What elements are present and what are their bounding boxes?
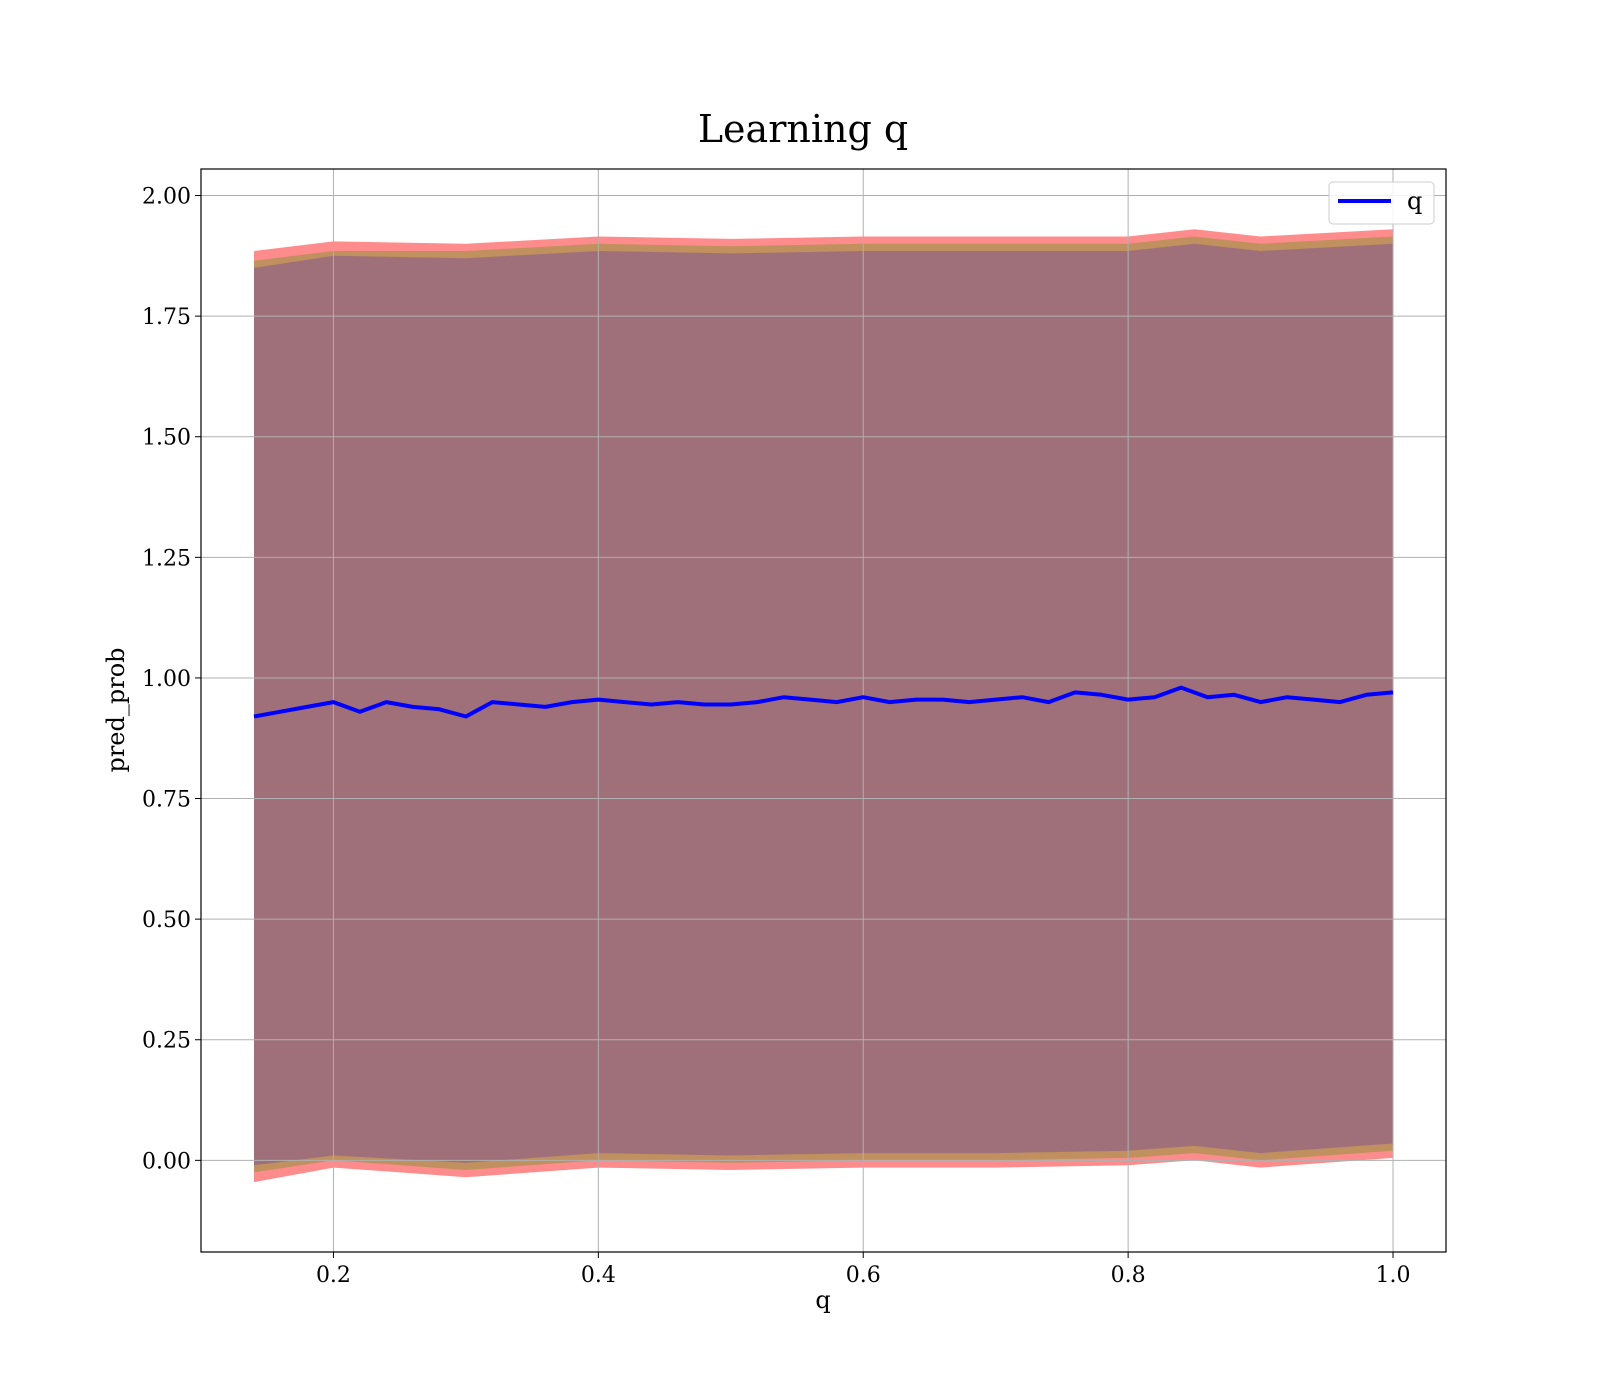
chart-title: Learning q — [698, 107, 908, 151]
axes-frame — [200, 168, 1447, 1253]
y-tick-label: 0.00 — [142, 1149, 191, 1174]
y-tick-label: 0.75 — [142, 788, 191, 813]
legend-label-q: q — [1407, 187, 1422, 215]
series-line-q — [253, 685, 1394, 719]
y-tick-label: 1.00 — [142, 667, 191, 692]
plot-area — [201, 169, 1446, 1252]
y-tick-label: 1.75 — [142, 305, 191, 330]
y-axis-label: pred_prob — [102, 647, 130, 772]
x-tick-label: 0.6 — [846, 1263, 881, 1288]
x-tick-label: 0.8 — [1111, 1263, 1146, 1288]
confidence-bands — [254, 229, 1393, 1183]
y-tick-label: 0.25 — [142, 1029, 191, 1054]
x-axis-label: q — [815, 1286, 830, 1314]
x-axis-ticks: 0.2 0.4 0.6 0.8 1.0 — [316, 1252, 1411, 1288]
band-inner — [254, 243, 1393, 1166]
y-tick-label: 1.25 — [142, 546, 191, 571]
x-tick-label: 1.0 — [1376, 1263, 1411, 1288]
x-tick-label: 0.2 — [316, 1263, 351, 1288]
x-tick-label: 0.4 — [581, 1263, 616, 1288]
y-tick-label: 0.50 — [142, 908, 191, 933]
y-tick-label: 1.50 — [142, 426, 191, 451]
y-tick-label: 2.00 — [142, 185, 191, 210]
legend[interactable]: q — [1328, 181, 1435, 225]
grid — [201, 169, 1446, 1252]
series-lines — [253, 685, 1394, 719]
y-axis-ticks: 0.00 0.25 0.50 0.75 1.00 1.25 1.50 1.75 2.00 — [142, 185, 201, 1174]
